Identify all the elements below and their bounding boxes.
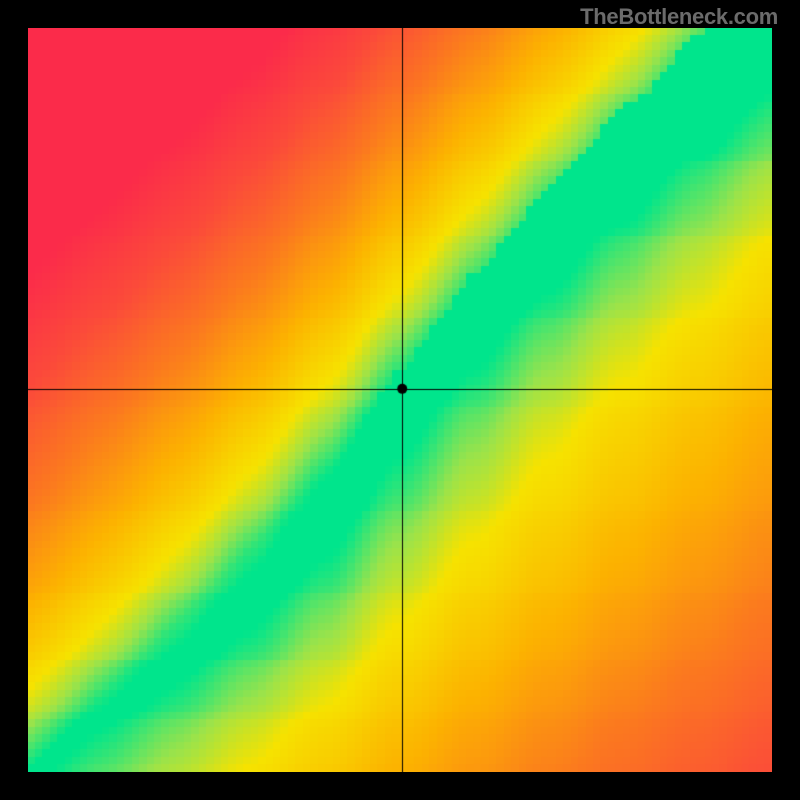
watermark-text: TheBottleneck.com [580,4,778,30]
bottleneck-heatmap [28,28,772,772]
chart-container: TheBottleneck.com [0,0,800,800]
